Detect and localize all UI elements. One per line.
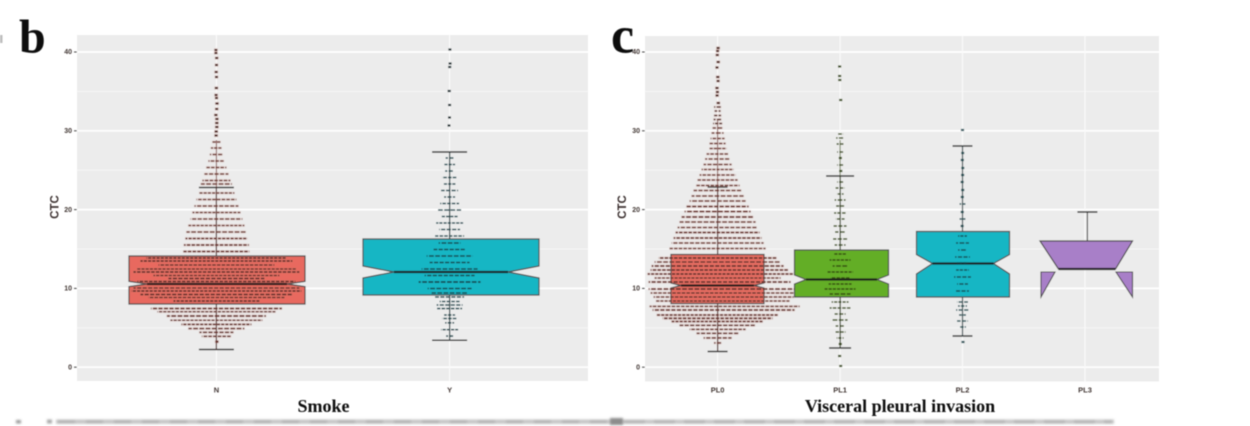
svg-text:10: 10 xyxy=(632,286,640,293)
svg-text:20: 20 xyxy=(64,207,72,214)
svg-text:N: N xyxy=(214,386,219,395)
svg-text:40: 40 xyxy=(64,49,72,56)
svg-text:PL2: PL2 xyxy=(956,386,970,395)
svg-text:CTC: CTC xyxy=(617,195,629,219)
svg-text:Visceral pleural invasion: Visceral pleural invasion xyxy=(805,396,995,416)
svg-text:PL1: PL1 xyxy=(833,386,847,395)
svg-text:CTC: CTC xyxy=(50,195,62,219)
svg-text:c: c xyxy=(611,8,634,65)
svg-text:10: 10 xyxy=(64,286,72,293)
svg-text:20: 20 xyxy=(632,207,640,214)
svg-text:30: 30 xyxy=(64,128,72,135)
svg-text:PL0: PL0 xyxy=(711,386,725,395)
svg-text:40: 40 xyxy=(632,49,640,56)
svg-text:PL3: PL3 xyxy=(1078,386,1092,395)
svg-text:0: 0 xyxy=(68,364,72,371)
svg-text:b: b xyxy=(19,11,46,64)
svg-text:0: 0 xyxy=(636,364,640,371)
svg-text:30: 30 xyxy=(632,128,640,135)
svg-text:Smoke: Smoke xyxy=(297,396,349,416)
svg-text:Y: Y xyxy=(447,386,452,395)
